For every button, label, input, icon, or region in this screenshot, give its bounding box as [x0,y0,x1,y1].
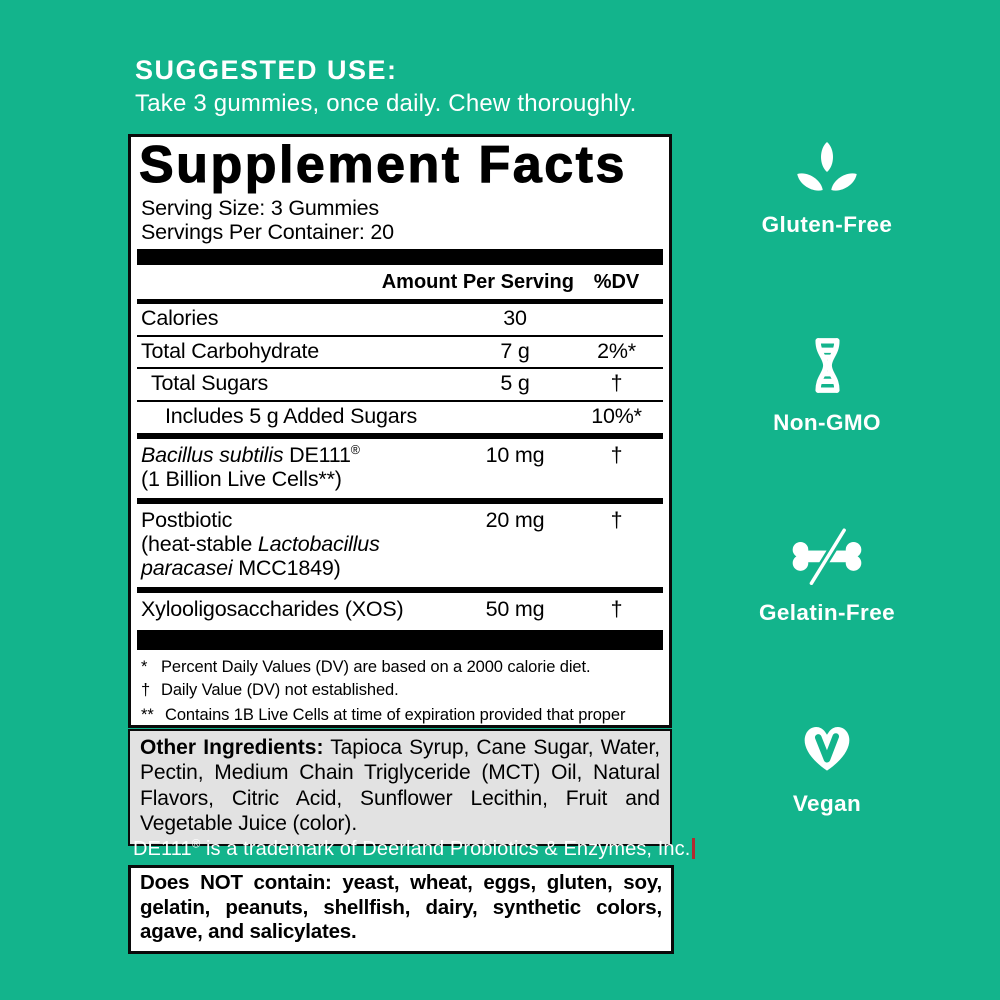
table-row-carbohydrate: Total Carbohydrate 7 g 2%* [141,337,659,368]
text-cursor-artifact [692,838,696,859]
badge-label: Gluten-Free [761,212,893,237]
ingredient-name-italic: Bacillus subtilis [141,443,284,468]
nutrient-amount: 5 g [500,371,530,396]
nutrient-name: Total Carbohydrate [141,338,320,363]
ingredient-dv: † [610,508,623,533]
nutrient-amount: 30 [503,305,527,330]
footnote-dv: * Percent Daily Values (DV) are based on… [141,658,659,677]
footnote-marker: * [141,658,148,677]
servings-per-container: Servings Per Container: 20 [141,219,394,244]
badge-non-gmo: Non-GMO [712,336,942,436]
suggested-use-heading: SUGGESTED USE: [135,55,398,85]
footnote-live-cells: ** Contains 1B Live Cells at time of exp… [141,706,659,725]
table-header-row: Amount Per Serving %DV [141,265,659,299]
divider-bar [137,433,663,440]
nutrient-name: Includes 5 g Added Sugars [165,404,417,429]
thin-rule [137,334,663,337]
badge-gluten-free: Gluten-Free [712,141,942,238]
nutrient-name: Total Sugars [151,371,269,396]
other-ingredients-text: Tapioca Syrup, Cane Sugar, Water, Pectin… [140,736,660,836]
leaves-icon [797,142,857,191]
footnote-marker: † [141,680,151,699]
serving-size: Serving Size: 3 Gummies [141,196,379,221]
thick-divider-bar [137,630,663,651]
other-ingredients-label: Other Ingredients: [140,736,324,759]
nutrient-dv: 2%* [597,338,636,363]
nutrient-dv: 10%* [591,404,642,429]
does-not-contain-text: yeast, wheat, eggs, gluten, soy, gelatin… [140,871,662,944]
ingredient-dv: † [610,443,623,468]
does-not-contain-box: Does NOT contain: yeast, wheat, eggs, gl… [128,865,674,954]
nutrient-dv: † [610,371,623,396]
footnote-text: Percent Daily Values (DV) are based on a… [161,658,591,677]
table-row-calories: Calories 30 [141,304,659,335]
ingredient-name: Xylooligosaccharides (XOS) [141,597,404,622]
suggested-use-text: Take 3 gummies, once daily. Chew thoroug… [135,90,637,117]
supplement-facts-panel: Supplement Facts Serving Size: 3 Gummies… [128,134,672,728]
ingredient-amount: 10 mg [485,443,545,468]
ingredient-name: Postbiotic (heat-stable Lactobacillus pa… [141,508,380,581]
footnote-dagger: † Daily Value (DV) not established. [141,681,659,700]
badge-label: Gelatin-Free [758,600,896,625]
ingredient-name: Bacillus subtilis DE111® (1 Billion Live… [141,443,456,491]
nutrient-amount: 7 g [500,338,530,363]
badge-label: Vegan [792,791,862,816]
registered-mark: ® [350,442,360,457]
column-header-amount: Amount Per Serving [381,270,574,293]
ingredient-dv: † [610,597,623,622]
nutrient-name: Calories [141,305,219,330]
table-row-added-sugars: Includes 5 g Added Sugars 10%* [141,402,659,433]
divider-bar [137,498,663,505]
ingredient-amount: 50 mg [485,597,545,622]
supplement-facts-title: Supplement Facts [138,136,627,194]
divider-bar [137,298,663,304]
thin-rule [137,367,663,370]
divider-bar [137,587,663,594]
other-ingredients-box: Other Ingredients: Tapioca Syrup, Cane S… [128,729,672,846]
table-row-total-sugars: Total Sugars 5 g † [141,369,659,400]
ingredient-subline: (1 Billion Live Cells**) [141,467,342,492]
thick-divider-bar [137,248,663,265]
footnote-text: Daily Value (DV) not established. [161,680,399,699]
heart-check-icon [804,727,850,771]
column-header-dv: %DV [593,270,640,293]
suggested-use-section: SUGGESTED USE: Take 3 gummies, once dail… [135,55,637,118]
ingredient-amount: 20 mg [485,508,545,533]
does-not-contain-label: Does NOT contain: [140,871,332,894]
badge-label: Non-GMO [773,410,881,435]
trademark-line: DE111® is a trademark of Deerland Probio… [133,837,696,861]
dna-icon [814,338,840,393]
registered-mark: ® [191,837,201,851]
badge-vegan: Vegan [712,718,942,817]
crossed-bone-icon [792,527,862,585]
table-row-postbiotic: Postbiotic (heat-stable Lactobacillus pa… [141,504,659,587]
footnote-text: Contains 1B Live Cells at time of expira… [165,706,626,725]
table-row-bacillus: Bacillus subtilis DE111® (1 Billion Live… [141,439,659,498]
badge-gelatin-free: Gelatin-Free [712,527,942,626]
table-row-xos: Xylooligosaccharides (XOS) 50 mg † [141,593,659,630]
footnote-marker: ** [141,706,154,725]
thin-rule [137,400,663,403]
